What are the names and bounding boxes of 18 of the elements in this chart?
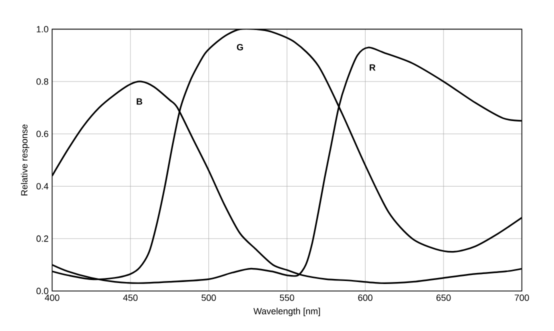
x-tick-label: 450 (123, 294, 138, 301)
y-tick-label: 1.0 (36, 26, 48, 32)
x-axis-title: Wavelength [nm] (253, 308, 320, 316)
x-tick-label: 700 (514, 294, 529, 301)
y-tick-label: 0.8 (36, 78, 48, 85)
series-label: R (370, 64, 376, 70)
series-label: B (136, 98, 142, 105)
y-tick-label: 0.4 (36, 182, 48, 190)
series-label: G (236, 44, 243, 50)
y-tick-label: 0.0 (36, 288, 48, 294)
y-tick-label: 0.2 (36, 235, 48, 242)
x-tick-label: 650 (436, 294, 451, 301)
x-tick-label: 500 (202, 294, 216, 301)
y-tick-label: 0.6 (36, 130, 48, 138)
x-tick-label: 400 (44, 294, 60, 301)
y-axis-title: Relative response (20, 124, 30, 196)
x-tick-label: 600 (358, 294, 372, 301)
x-tick-label: 550 (280, 294, 294, 301)
